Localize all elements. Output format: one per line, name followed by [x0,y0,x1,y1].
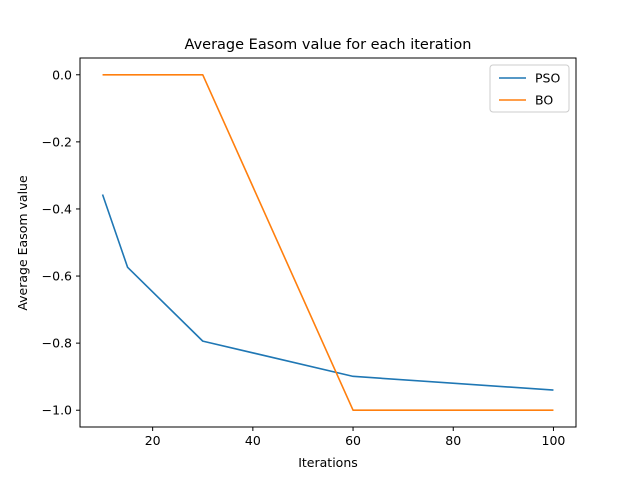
legend-label-pso: PSO [535,71,560,86]
x-tick-label: 40 [245,433,261,448]
y-axis-ticks: 0.0 −0.2 −0.4 −0.6 −0.8 −1.0 [42,67,80,418]
y-axis-label: Average Easom value [15,175,30,311]
plot-frame [79,57,577,428]
series-line-pso [101,194,554,391]
x-axis-ticks: 20 40 60 80 100 [145,427,566,448]
legend-label-bo: BO [535,93,553,108]
series-line-bo [102,73,554,412]
y-tick-label: −0.8 [42,336,72,351]
chart-title: Average Easom value for each iteration [185,37,472,53]
y-tick-label: −1.0 [42,403,72,418]
x-tick-label: 100 [542,433,566,448]
y-tick-label: −0.2 [42,134,72,149]
y-tick-label: −0.4 [42,201,72,216]
x-axis-label: Iterations [298,455,358,470]
x-tick-label: 20 [145,433,161,448]
x-tick-label: 80 [445,433,461,448]
x-tick-label: 60 [345,433,361,448]
y-tick-label: −0.6 [42,269,72,284]
y-tick-label: 0.0 [52,67,72,82]
legend: PSO BO [489,64,570,113]
series-layer [101,73,554,412]
